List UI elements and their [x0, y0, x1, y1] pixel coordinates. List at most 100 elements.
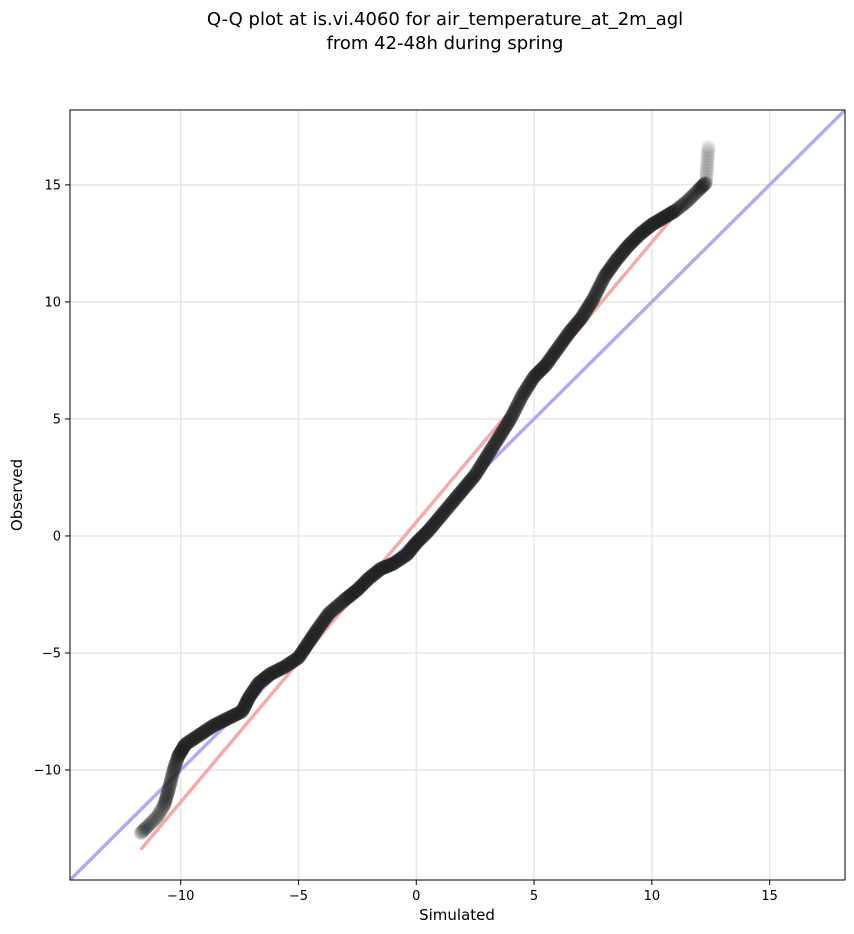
- quantile-point: [232, 705, 247, 720]
- quantile-point: [661, 207, 676, 222]
- quantile-point: [312, 619, 327, 634]
- quantile-point: [650, 214, 665, 229]
- quantile-point: [535, 361, 550, 376]
- chart-title-line2: from 42-48h during spring: [327, 33, 564, 54]
- quantile-point: [558, 330, 573, 345]
- quantile-point: [656, 210, 671, 225]
- quantile-point: [328, 600, 343, 615]
- quantile-point: [333, 596, 348, 611]
- quantile-point: [396, 550, 411, 565]
- quantile-point: [591, 280, 606, 295]
- quantile-point: [386, 556, 401, 571]
- quantile-point: [449, 490, 464, 505]
- quantile-point: [406, 539, 421, 554]
- quantile-point: [601, 263, 616, 278]
- quantile-point: [593, 276, 608, 291]
- quantile-point: [673, 199, 688, 214]
- quantile-point: [249, 678, 264, 693]
- y-axis-label: Observed: [8, 459, 26, 531]
- quantile-point: [566, 320, 581, 335]
- quantile-point: [668, 203, 683, 218]
- quantile-point: [304, 631, 319, 646]
- quantile-point: [551, 340, 566, 355]
- quantile-point: [675, 198, 690, 213]
- quantile-point: [296, 642, 311, 657]
- quantile-point: [581, 300, 596, 315]
- quantile-point: [300, 636, 315, 651]
- quantile-point: [263, 667, 278, 682]
- quantile-point: [164, 770, 179, 785]
- x-tick-label: −5: [289, 889, 308, 904]
- quantile-point: [136, 823, 151, 838]
- quantile-point: [133, 826, 148, 841]
- quantile-point: [544, 349, 559, 364]
- quantile-point: [236, 700, 251, 715]
- quantile-point: [382, 558, 397, 573]
- quantile-point: [424, 519, 439, 534]
- quantile-point: [388, 555, 403, 570]
- quantile-point: [155, 801, 170, 816]
- quantile-point: [168, 758, 183, 773]
- quantile-point: [165, 769, 180, 784]
- quantile-point: [697, 177, 712, 192]
- quantile-point: [339, 591, 354, 606]
- quantile-point: [627, 232, 642, 247]
- quantile-point: [143, 816, 158, 831]
- quantile-point: [479, 449, 494, 464]
- quantile-point: [699, 163, 714, 178]
- quantile-point: [658, 209, 673, 224]
- quantile-point: [264, 666, 279, 681]
- quantile-point: [262, 667, 277, 682]
- quantile-point: [161, 781, 176, 796]
- quantile-point: [136, 823, 151, 838]
- quantile-point: [256, 672, 271, 687]
- quantile-point: [511, 396, 526, 411]
- quantile-point: [550, 341, 565, 356]
- quantile-point: [403, 542, 418, 557]
- quantile-point: [653, 212, 668, 227]
- quantile-point: [440, 500, 455, 515]
- quantile-point: [641, 220, 656, 235]
- quantile-point: [507, 404, 522, 419]
- quantile-point: [476, 455, 491, 470]
- quantile-point: [574, 311, 589, 326]
- quantile-point: [470, 464, 485, 479]
- quantile-point: [500, 416, 515, 431]
- quantile-point: [163, 777, 178, 792]
- y-tick-label: −5: [42, 646, 61, 661]
- quantile-point: [167, 761, 182, 776]
- quantile-point: [532, 363, 547, 378]
- quantile-point: [700, 155, 715, 170]
- quantile-point: [237, 698, 252, 713]
- quantile-point: [140, 819, 155, 834]
- quantile-point: [516, 386, 531, 401]
- quantile-point: [360, 573, 375, 588]
- quantile-point: [423, 520, 438, 535]
- quantile-point: [452, 486, 467, 501]
- quantile-point: [367, 567, 382, 582]
- quantile-point: [586, 290, 601, 305]
- quantile-point: [530, 365, 545, 380]
- quantile-point: [457, 480, 472, 495]
- quantile-point: [495, 424, 510, 439]
- quantile-point: [149, 810, 164, 825]
- quantile-point: [321, 607, 336, 622]
- quantile-point: [644, 217, 659, 232]
- quantile-point: [299, 638, 314, 653]
- quantile-point: [640, 220, 655, 235]
- quantile-point: [211, 716, 226, 731]
- quantile-point: [537, 359, 552, 374]
- quantile-point: [239, 696, 254, 711]
- quantile-point: [389, 554, 404, 569]
- quantile-point: [612, 249, 627, 264]
- quantile-point: [509, 400, 524, 415]
- quantile-point: [670, 202, 685, 217]
- quantile-point: [422, 523, 437, 538]
- quantile-point: [427, 516, 442, 531]
- quantile-point: [311, 621, 326, 636]
- quantile-point: [283, 656, 298, 671]
- quantile-point: [458, 479, 473, 494]
- quantile-point: [633, 227, 648, 242]
- quantile-point: [622, 237, 637, 252]
- quantile-point: [298, 640, 313, 655]
